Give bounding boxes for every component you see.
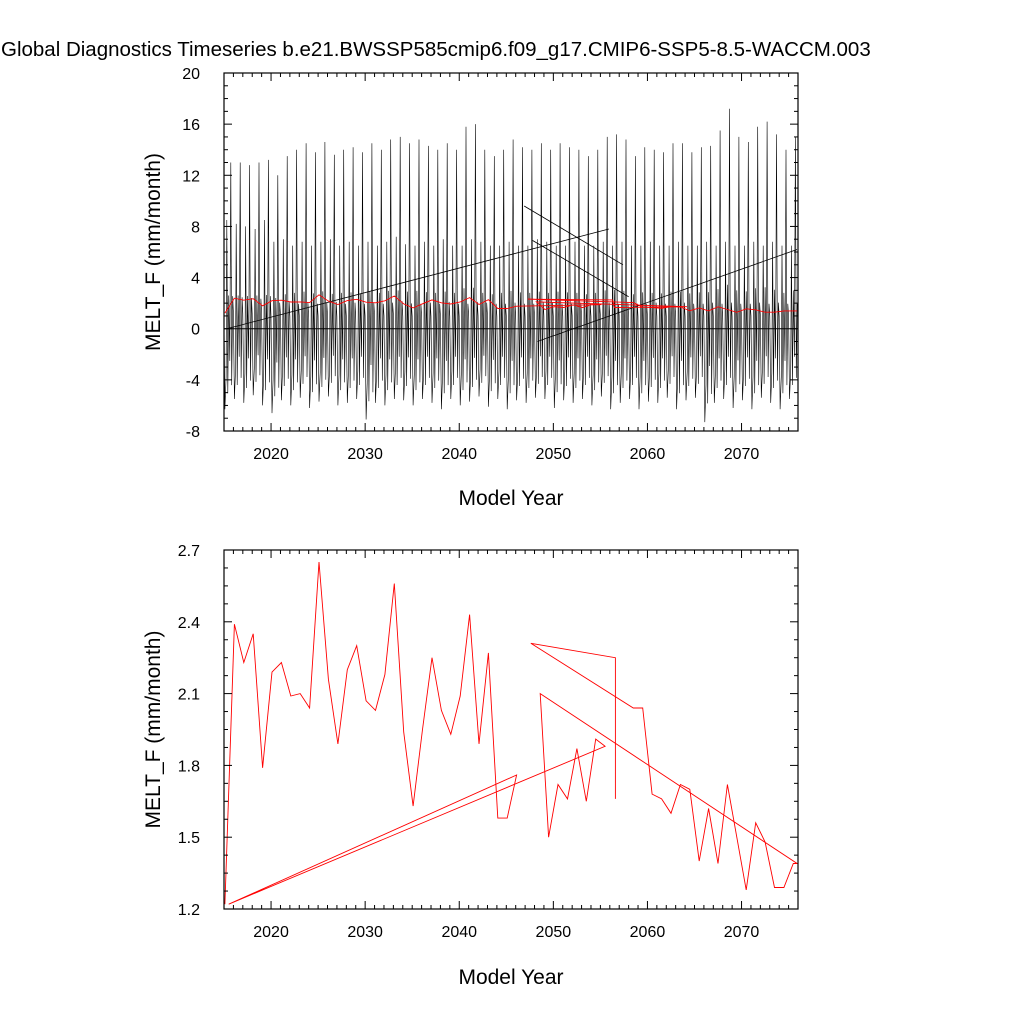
x-tick-label: 2040 xyxy=(441,924,477,941)
plot-area-0 xyxy=(224,108,798,423)
top-y-axis-label: MELT_F (mm/month) xyxy=(142,153,165,351)
y-tick-label: 2.7 xyxy=(178,543,200,560)
bottom-tick-labels: 2020 2030 2040 2050 2060 2070 1.2 1.5 1.8 2.1 2.4 2… xyxy=(178,543,760,941)
y-tick-label: 1.2 xyxy=(178,902,200,919)
top-ticks xyxy=(223,72,799,432)
bottom-y-axis-label: MELT_F (mm/month) xyxy=(142,631,165,829)
top-x-axis-label: Model Year xyxy=(458,487,563,510)
y-tick-label: 16 xyxy=(182,117,200,134)
bottom-plot-lines xyxy=(224,561,798,905)
x-tick-label: 2070 xyxy=(724,924,760,941)
monthly-series-line xyxy=(224,108,798,423)
x-tick-label: 2020 xyxy=(253,446,289,463)
x-tick-label: 2060 xyxy=(630,924,666,941)
top-panel: 2020 2030 2040 2050 2060 2070 -8 -4 0 4 8 12 16 20 ME… xyxy=(142,66,799,510)
x-tick-label: 2030 xyxy=(347,446,383,463)
y-tick-label: 12 xyxy=(182,168,200,185)
x-tick-label: 2050 xyxy=(536,924,572,941)
x-tick-label: 2020 xyxy=(253,924,289,941)
bottom-x-axis-label: Model Year xyxy=(458,966,563,989)
y-tick-label: 1.8 xyxy=(178,758,200,775)
y-tick-label: -4 xyxy=(186,373,200,390)
y-tick-label: 8 xyxy=(191,219,200,236)
bottom-ticks xyxy=(223,549,799,910)
chart-title: Global Diagnostics Timeseries b.e21.BWSS… xyxy=(1,38,871,61)
annual-mean-line xyxy=(224,561,798,905)
y-tick-label: 20 xyxy=(182,66,200,83)
y-tick-label: 0 xyxy=(191,322,200,339)
y-tick-label: -8 xyxy=(186,424,200,441)
x-tick-label: 2050 xyxy=(536,446,572,463)
top-plot-lines xyxy=(224,108,798,423)
x-tick-label: 2040 xyxy=(441,446,477,463)
x-tick-label: 2060 xyxy=(630,446,666,463)
wrap-segment-1 xyxy=(523,205,624,266)
plot-area-1 xyxy=(224,561,798,905)
x-tick-label: 2030 xyxy=(347,924,383,941)
wrap-segment-3 xyxy=(537,249,798,342)
y-tick-label: 1.5 xyxy=(178,830,200,847)
bottom-panel: 2020 2030 2040 2050 2060 2070 1.2 1.5 1.8 2.1 2.4 2… xyxy=(142,543,799,989)
y-tick-label: 4 xyxy=(191,271,200,288)
plot-frame xyxy=(223,549,799,910)
bottom-axes xyxy=(223,549,799,910)
x-tick-label: 2070 xyxy=(724,446,760,463)
top-tick-labels: 2020 2030 2040 2050 2060 2070 -8 -4 0 4 8 12 16 20 xyxy=(182,66,759,463)
wrap-segment-2 xyxy=(532,240,629,298)
annual-mean-line xyxy=(224,294,798,314)
y-tick-label: 2.1 xyxy=(178,687,200,704)
wrap-segment-0 xyxy=(226,228,609,330)
y-tick-label: 2.4 xyxy=(178,615,200,632)
